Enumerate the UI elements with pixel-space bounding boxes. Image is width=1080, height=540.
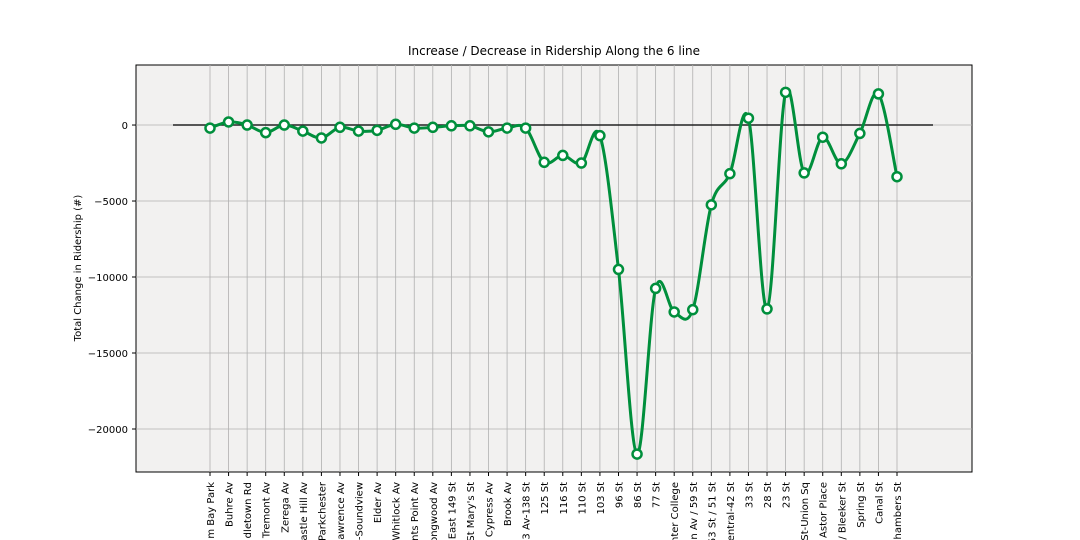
data-point [204, 122, 216, 134]
data-point [631, 448, 643, 460]
x-tick-label: 110 St [577, 482, 588, 515]
x-tick-label: entral-42 St [726, 482, 737, 540]
data-point [352, 125, 365, 137]
data-point [278, 119, 291, 131]
x-tick-label: Elder Av [373, 482, 384, 523]
data-point [835, 158, 848, 170]
x-tick-label: 28 St [763, 482, 774, 508]
data-point [501, 122, 513, 134]
x-tick-label: 77 St [652, 482, 663, 508]
data-point [482, 126, 495, 138]
x-tick-label: Cypress Av [485, 482, 496, 537]
x-tick-label: Chambers St [893, 482, 904, 540]
x-tick-label: St-Union Sq [800, 482, 811, 540]
x-tick-label: dletown Rd [243, 482, 254, 538]
data-point [334, 121, 346, 134]
data-point [687, 303, 699, 316]
x-tick-label: 86 St [633, 482, 644, 508]
y-tick-label: 0 [122, 121, 128, 132]
x-tick-label: 125 St [540, 482, 551, 515]
data-point [872, 88, 885, 100]
data-point [575, 157, 588, 169]
x-tick-label: 33 St [744, 482, 755, 508]
data-point [816, 131, 829, 143]
x-tick-label: East 149 St [447, 482, 458, 539]
data-point [222, 116, 235, 128]
data-point [427, 121, 439, 134]
data-point [649, 282, 662, 295]
data-point [668, 306, 680, 318]
x-tick-label: Tremont Av [262, 482, 273, 539]
plot-area [135, 64, 973, 473]
x-tick-label: Astor Place [819, 482, 830, 538]
data-point [315, 132, 328, 144]
data-point [854, 127, 866, 140]
data-point [538, 156, 550, 169]
data-point [891, 170, 903, 183]
data-point [297, 125, 309, 137]
y-tick-label: −10000 [88, 273, 128, 284]
data-point [445, 120, 458, 132]
x-tick-label: 23 St [782, 482, 793, 508]
data-point [371, 124, 383, 137]
data-point [519, 122, 532, 134]
x-tick-label: -Soundview [355, 482, 366, 540]
x-tick-label: Spring St [856, 482, 867, 528]
x-tick-label: Parkchester [317, 481, 328, 540]
y-tick-label: −5000 [94, 197, 128, 208]
x-tick-label: St Mary's St [466, 482, 477, 540]
x-tick-label: 3 Av-138 St [522, 482, 533, 540]
data-point [594, 129, 606, 142]
data-point [798, 167, 810, 179]
x-tick-label: nts Point Av [410, 482, 421, 540]
y-tick-label: −15000 [88, 349, 128, 360]
x-tick-label: Brook Av [503, 482, 514, 526]
x-tick-label: 53 St / 51 St [707, 482, 718, 540]
x-tick-label: Whitlock Av [392, 482, 403, 540]
data-point [612, 263, 625, 276]
x-tick-label: 103 St [596, 482, 607, 515]
data-point [389, 118, 402, 131]
x-tick-label: 116 St [559, 482, 570, 515]
y-axis-label: Total Change in Ridership (#) [73, 195, 84, 343]
data-point [557, 149, 569, 162]
x-tick-label: Buhre Av [225, 482, 236, 527]
data-point [408, 122, 420, 134]
data-point [464, 120, 476, 132]
data-point [259, 126, 272, 139]
x-tick-label: ongwood Av [429, 482, 440, 540]
data-point [742, 112, 755, 124]
x-tick-label: astle Hill Av [299, 482, 310, 540]
x-tick-label: awrence Av [336, 482, 347, 540]
x-tick-label: nter College [670, 482, 681, 540]
x-tick-label: 96 St [614, 482, 625, 508]
x-tick-label: / Bleeker St [837, 482, 848, 540]
x-tick-label: n Av / 59 St [689, 482, 700, 540]
data-point [724, 167, 736, 180]
data-point [705, 199, 718, 211]
x-tick-label: m Bay Park [206, 482, 217, 539]
x-tick-label: Zerega Av [280, 482, 291, 533]
data-point [779, 86, 792, 99]
chart-title: Increase / Decrease in Ridership Along t… [408, 44, 700, 58]
x-tick-label: Canal St [874, 482, 885, 524]
data-point [241, 119, 253, 131]
data-point [761, 303, 773, 315]
y-tick-label: −20000 [88, 425, 128, 436]
